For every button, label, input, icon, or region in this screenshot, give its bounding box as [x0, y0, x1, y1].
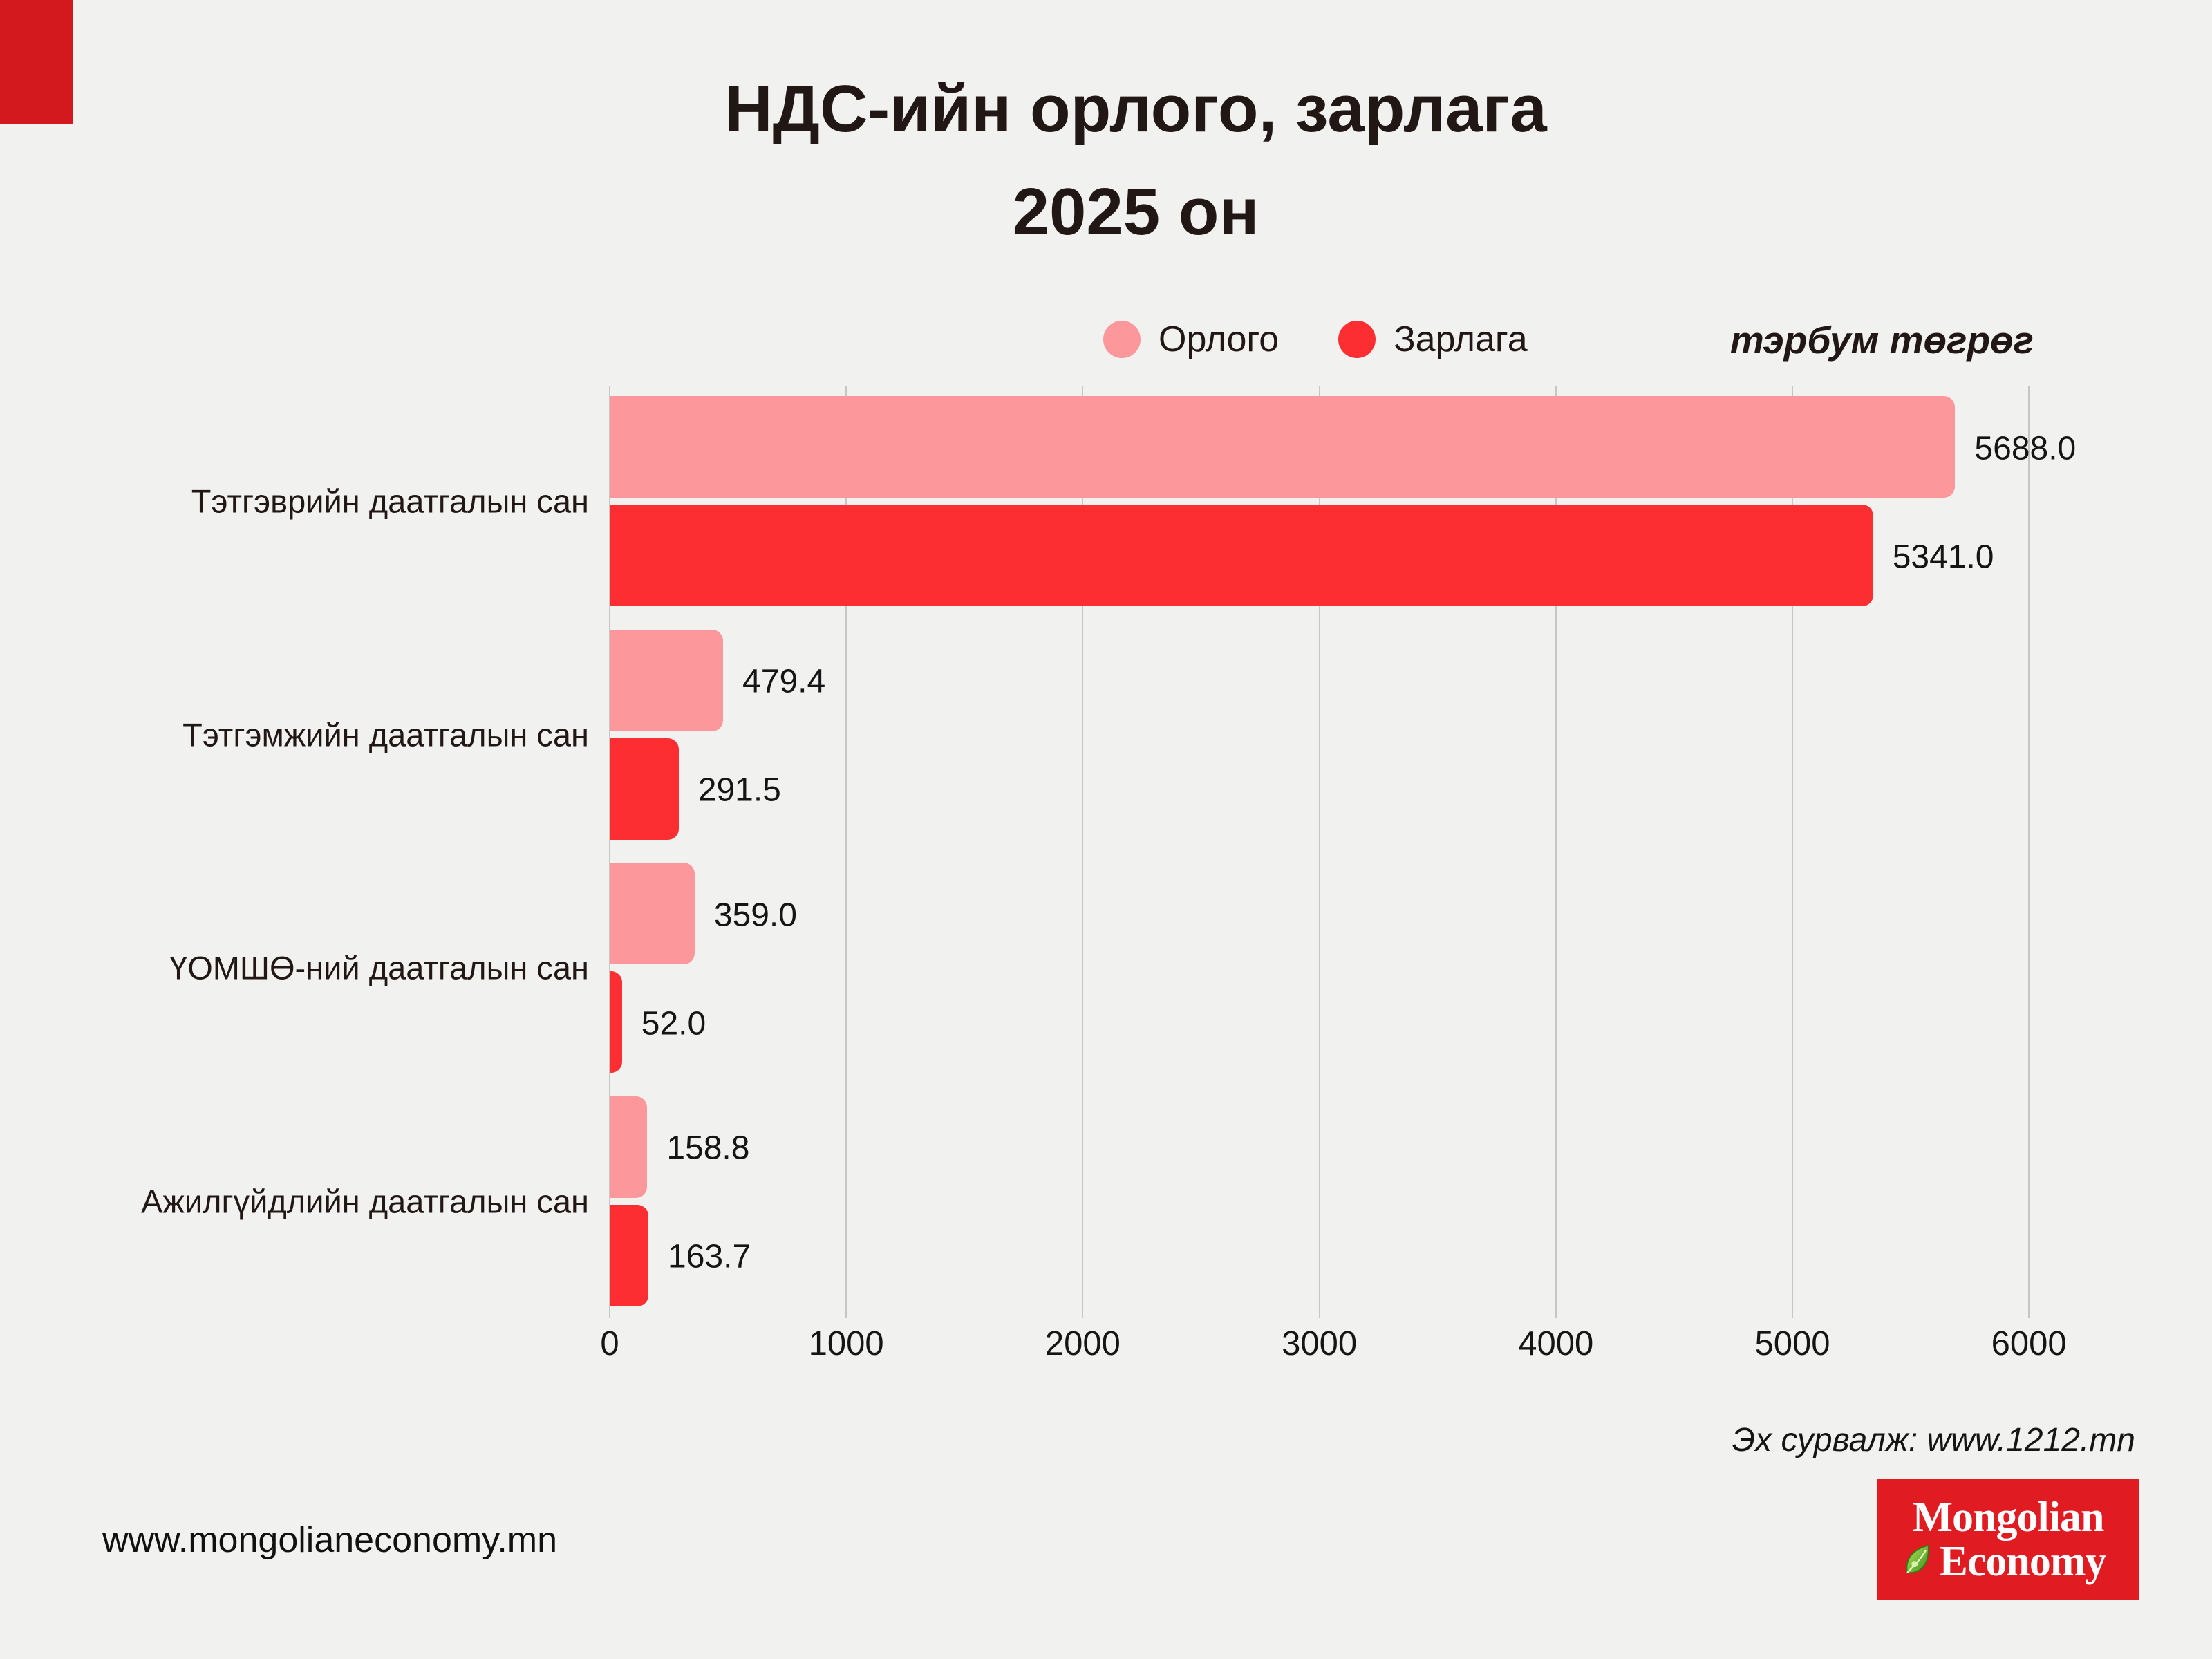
gridline-x-1000	[845, 386, 847, 1318]
category-label: ҮОМШӨ-ний даатгалын сан	[169, 949, 589, 986]
bar-value-label: 5688.0	[1974, 430, 2077, 467]
source-note: Эх сурвалж: www.1212.mn	[1732, 1422, 2135, 1459]
gridline-x-4000	[1555, 386, 1557, 1318]
bar-income	[610, 863, 695, 965]
unit-label: тэрбум төгрөг	[1730, 319, 2034, 362]
website-url: www.mongolianeconomy.mn	[102, 1520, 557, 1560]
x-tick-label-2000: 2000	[1044, 1325, 1121, 1362]
bar-value-label: 158.8	[666, 1130, 750, 1167]
accent-block	[0, 0, 73, 124]
x-tick-label-4000: 4000	[1518, 1325, 1594, 1362]
title-line-2: 2025 он	[1012, 174, 1259, 249]
x-tick-label-6000: 6000	[1991, 1325, 2067, 1362]
category-label: Тэтгэмжийн даатгалын сан	[182, 716, 589, 753]
gridline-x-2000	[1082, 386, 1084, 1318]
bar-expense	[610, 505, 1873, 606]
gridline-x-3000	[1318, 386, 1320, 1318]
bar-value-label: 163.7	[668, 1238, 751, 1275]
bar-value-label: 479.4	[742, 663, 826, 700]
x-tick-label-3000: 3000	[1282, 1325, 1358, 1362]
bar-value-label: 291.5	[697, 771, 781, 809]
legend: Орлого Зарлага	[1103, 319, 1528, 359]
bar-expense	[610, 1204, 649, 1306]
gridline-x-0	[609, 386, 610, 1318]
leaf-icon	[1905, 1544, 1929, 1574]
x-tick-label-1000: 1000	[808, 1325, 884, 1362]
x-tick-label-0: 0	[600, 1325, 619, 1362]
chart-title: НДС-ийн орлого, зарлага 2025 он	[59, 58, 2212, 264]
bar-income	[610, 396, 1956, 498]
bar-expense	[610, 738, 679, 840]
gridline-x-6000	[2028, 386, 2030, 1318]
legend-expense-dot-icon	[1338, 321, 1376, 358]
category-label: Тэтгэврийн даатгалын сан	[191, 482, 589, 520]
category-label: Ажилгүйдлийн даатгалын сан	[141, 1183, 589, 1220]
legend-income-dot-icon	[1103, 321, 1141, 358]
logo-economy-row: Economy	[1901, 1538, 2107, 1585]
title-line-1: НДС-ийн орлого, зарлага	[724, 72, 1547, 146]
gridline-x-5000	[1792, 386, 1793, 1318]
bar-value-label: 359.0	[713, 897, 797, 934]
bar-income	[610, 629, 724, 731]
legend-income-label: Орлого	[1159, 319, 1280, 359]
logo-text-economy: Economy	[1939, 1538, 2107, 1585]
legend-expense-label: Зарлага	[1394, 319, 1528, 359]
logo-text-mongolian: Mongolian	[1912, 1494, 2105, 1541]
mongolian-economy-logo: Mongolian Economy	[1877, 1479, 2139, 1600]
bar-income	[610, 1096, 648, 1198]
bar-value-label: 5341.0	[1892, 538, 1994, 575]
x-tick-label-5000: 5000	[1754, 1325, 1830, 1362]
bar-expense	[610, 971, 622, 1074]
bar-value-label: 52.0	[641, 1005, 706, 1042]
